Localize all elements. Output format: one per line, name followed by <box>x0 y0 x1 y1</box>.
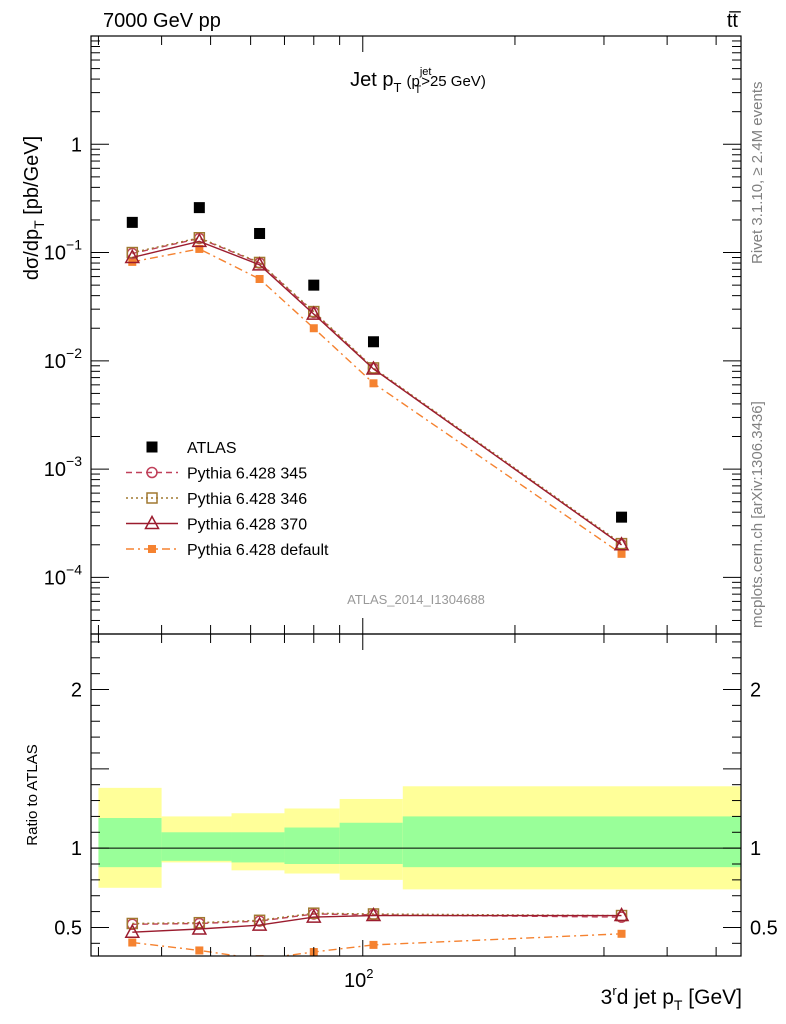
ratio-frame <box>90 633 742 957</box>
data-point <box>124 248 141 264</box>
data-point <box>309 324 318 333</box>
data-point <box>308 279 320 291</box>
data-point <box>251 256 268 271</box>
legend-entry: Pythia 6.428 345 <box>126 466 307 483</box>
plot-title: Jet pT (pjet T>25 GeV) <box>350 66 486 96</box>
series-line <box>132 914 622 933</box>
data-point <box>365 360 382 375</box>
data-point <box>124 923 141 938</box>
legend-entry: ATLAS <box>146 440 237 457</box>
series-line <box>132 912 622 925</box>
data-point <box>126 246 139 259</box>
series-pythia-6-428-default <box>128 929 626 956</box>
data-point <box>617 549 626 558</box>
rivet-label: Rivet 3.1.10, ≥ 2.4M events <box>749 82 766 265</box>
data-point <box>193 916 206 929</box>
legend-label: Pythia 6.428 default <box>187 542 329 559</box>
ratio-y-axis-label: Ratio to ATLAS <box>24 744 41 845</box>
uncertainty-band-inner <box>161 832 232 861</box>
data-point <box>369 379 378 388</box>
data-point <box>308 907 320 919</box>
ratio-y-tick-label-right: 1 <box>750 838 761 860</box>
data-point <box>251 916 268 931</box>
uncertainty-band-inner <box>284 827 340 864</box>
y-tick-label: 10−4 <box>44 561 82 589</box>
series-atlas <box>126 202 628 523</box>
data-point <box>254 227 266 239</box>
legend-marker <box>146 441 158 453</box>
ratio-y-tick-label: 1 <box>71 838 82 860</box>
data-point <box>306 908 322 923</box>
ratio-y-tick-label-right: 2 <box>750 680 761 702</box>
main-series-group <box>124 202 630 558</box>
series-line <box>132 933 622 956</box>
process-label: tt̅ <box>727 10 741 32</box>
data-point <box>365 906 382 922</box>
legend-marker <box>148 545 156 553</box>
y-tick-label: 10−3 <box>44 453 82 481</box>
legend-marker <box>146 492 158 504</box>
ratio-bands <box>91 786 741 890</box>
data-point <box>195 244 204 253</box>
data-point <box>617 929 626 938</box>
ratio-y-tick-label: 0.5 <box>54 917 82 939</box>
data-point <box>616 511 628 523</box>
data-point <box>613 536 630 551</box>
analysis-id-label: ATLAS_2014_I1304688 <box>347 592 485 607</box>
series-pythia-6-428-370 <box>124 232 630 551</box>
mcplots-label: mcplots.cern.ch [arXiv:1306.3436] <box>749 401 766 628</box>
legend: ATLAS Pythia 6.428 345 Pythia 6.428 346 Pyt… <box>126 440 329 559</box>
ratio-y-tick-label-right: 0.5 <box>750 917 778 939</box>
legend-label: Pythia 6.428 345 <box>187 466 307 483</box>
data-point <box>128 938 137 947</box>
x-tick-label: 102 <box>344 966 373 992</box>
series-pythia-6-428-370 <box>124 906 630 938</box>
y-axis-label: dσ/dpT [pb/GeV] <box>21 136 47 280</box>
y-tick-label: 1 <box>71 134 82 156</box>
uncertainty-band-inner <box>231 832 285 863</box>
data-point <box>255 274 264 283</box>
data-point <box>193 202 205 214</box>
data-point <box>126 917 139 930</box>
legend-label: Pythia 6.428 346 <box>187 491 307 508</box>
data-point <box>306 305 322 320</box>
data-point <box>195 946 204 955</box>
uncertainty-band-inner <box>339 822 403 864</box>
y-tick-label: 10−2 <box>44 345 82 373</box>
ratio-y-tick-label: 2 <box>71 680 82 702</box>
tick-labels: 102 10−4 10−3 10−2 10−1 1 0.5 0.5 1 1 2 2 <box>44 134 778 992</box>
legend-marker <box>144 514 160 530</box>
uncertainty-band-inner <box>98 818 162 868</box>
series-line <box>132 240 622 546</box>
legend-marker <box>146 466 158 479</box>
ratio-series-group <box>124 906 630 956</box>
axis-ticks <box>91 35 741 956</box>
series-line <box>132 237 622 545</box>
legend-label: ATLAS <box>187 440 237 457</box>
energy-label: 7000 GeV pp <box>103 10 221 32</box>
legend-entry: Pythia 6.428 370 <box>126 514 307 534</box>
uncertainty-band-inner <box>402 816 741 868</box>
data-point <box>367 336 379 348</box>
data-point <box>369 940 378 949</box>
x-axis-label: 3rd jet pT [GeV] <box>601 983 742 1013</box>
legend-entry: Pythia 6.428 default <box>126 542 329 559</box>
legend-label: Pythia 6.428 370 <box>187 517 307 534</box>
y-tick-label: 10−1 <box>44 237 82 265</box>
data-point <box>613 906 630 922</box>
data-point <box>191 920 208 935</box>
legend-entry: Pythia 6.428 346 <box>126 491 307 508</box>
data-point <box>191 232 208 248</box>
series-line <box>132 248 622 555</box>
series-pythia-6-428-default <box>128 244 626 558</box>
data-point <box>126 216 138 228</box>
